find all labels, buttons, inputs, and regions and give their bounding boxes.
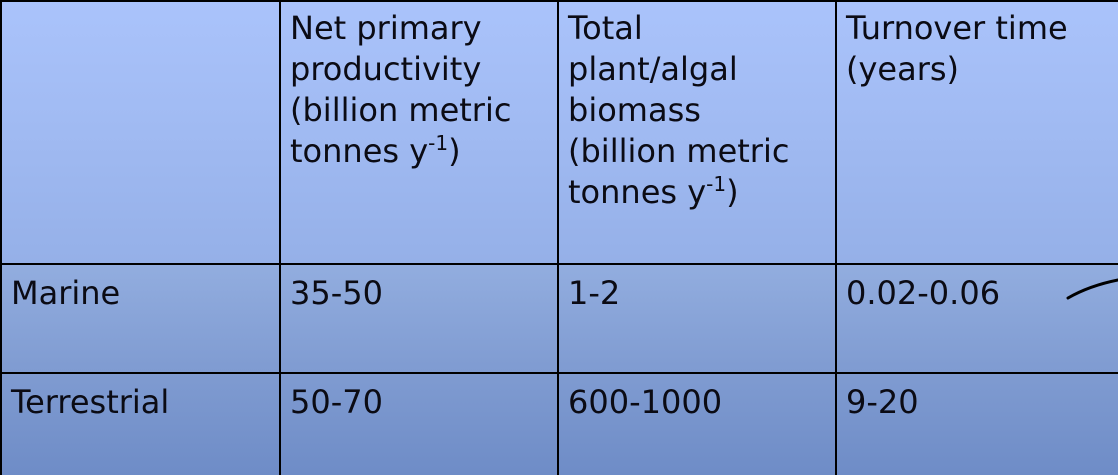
header-turnover-time: Turnover time (years) bbox=[835, 0, 1118, 265]
header-line: plant/algal bbox=[568, 50, 738, 88]
header-row: Net primary productivity (billion metric… bbox=[0, 0, 1118, 265]
header-line: productivity bbox=[290, 50, 482, 88]
header-line: Total bbox=[568, 9, 643, 47]
unit-text: tonnes y bbox=[568, 173, 707, 211]
unit-exponent: -1 bbox=[428, 131, 449, 155]
header-line-with-unit: tonnes y-1) bbox=[568, 172, 826, 213]
table-row: Terrestrial 50-70 600-1000 9-20 bbox=[0, 372, 1118, 475]
cell-net-primary-productivity: 35-50 bbox=[279, 263, 559, 374]
unit-exponent: -1 bbox=[706, 172, 727, 196]
header-total-biomass: Total plant/algal biomass (billion metri… bbox=[557, 0, 837, 265]
header-line: biomass bbox=[568, 91, 701, 129]
header-line: (billion metric bbox=[290, 91, 512, 129]
header-line: (years) bbox=[846, 50, 960, 88]
header-line: (billion metric bbox=[568, 132, 790, 170]
row-label: Terrestrial bbox=[0, 372, 281, 475]
cell-turnover-time: 9-20 bbox=[835, 372, 1118, 475]
header-line-with-unit: tonnes y-1) bbox=[290, 131, 548, 172]
cell-net-primary-productivity: 50-70 bbox=[279, 372, 559, 475]
row-label: Marine bbox=[0, 263, 281, 374]
unit-text: tonnes y bbox=[290, 132, 429, 170]
cell-total-biomass: 600-1000 bbox=[557, 372, 837, 475]
table-row: Marine 35-50 1-2 0.02-0.06 bbox=[0, 263, 1118, 374]
cell-total-biomass: 1-2 bbox=[557, 263, 837, 374]
header-line: Turnover time bbox=[846, 9, 1068, 47]
header-line: Net primary bbox=[290, 9, 482, 47]
unit-close-paren: ) bbox=[726, 173, 739, 211]
header-corner-cell bbox=[0, 0, 281, 265]
unit-close-paren: ) bbox=[448, 132, 461, 170]
cell-turnover-time: 0.02-0.06 bbox=[835, 263, 1118, 374]
header-net-primary-productivity: Net primary productivity (billion metric… bbox=[279, 0, 559, 265]
